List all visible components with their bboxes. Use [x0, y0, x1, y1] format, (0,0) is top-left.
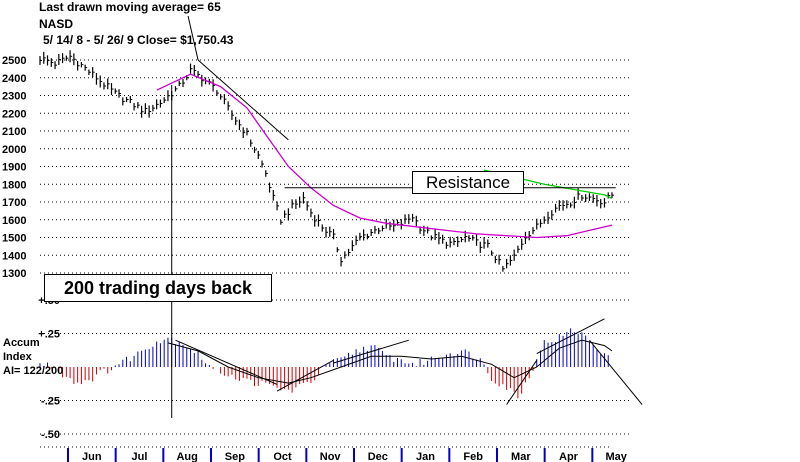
month-label-mar: Mar: [511, 451, 531, 462]
chart-lines: [156, 15, 643, 418]
accum-moving-average: [167, 339, 613, 384]
price-tick-2400: 2400: [2, 73, 26, 85]
trading-days-label: 200 trading days back: [44, 274, 272, 302]
month-label-dec: Dec: [368, 451, 388, 462]
price-tick-1900: 1900: [2, 162, 26, 174]
price-tick-1400: 1400: [2, 250, 26, 262]
price-tick-1500: 1500: [2, 233, 26, 245]
accum-trendline-5: [589, 339, 643, 405]
accum-tick-1: +.25: [38, 329, 60, 341]
y-tick-labels: 2500 2400 2300 2200 2100 2000 1900 1800 1700 1600…: [2, 55, 60, 441]
accum-trendline-3: [506, 360, 538, 405]
chart-header-ticker: NASD: [39, 17, 74, 31]
month-label-sep: Sep: [225, 451, 245, 462]
price-tick-2200: 2200: [2, 108, 26, 120]
moving-average-65: [156, 73, 613, 239]
x-axis: Jun Jul Aug Sep Oct Nov Dec Jan Feb Mar Apr May: [40, 446, 628, 462]
price-tick-1300: 1300: [2, 268, 26, 280]
price-gridlines: [40, 59, 630, 274]
accum-trendline-4: [536, 318, 605, 355]
price-tick-1600: 1600: [2, 215, 26, 227]
accum-tick-2: -.25: [41, 396, 60, 408]
price-tick-1700: 1700: [2, 197, 26, 209]
price-tick-2300: 2300: [2, 91, 26, 103]
accum-label: Accum: [3, 337, 40, 349]
month-label-feb: Feb: [463, 451, 483, 462]
price-bars: [39, 50, 614, 272]
price-tick-2000: 2000: [2, 144, 26, 156]
price-tick-2500: 2500: [2, 55, 26, 67]
accum-trendline-1: [276, 359, 334, 392]
accum-trendline-0: [175, 339, 278, 385]
month-label-nov: Nov: [320, 451, 342, 462]
downtrend-line: [197, 59, 289, 141]
month-label-aug: Aug: [176, 451, 197, 462]
month-label-apr: Apr: [559, 451, 579, 462]
accum-tick-3: -.50: [41, 429, 60, 441]
ai-label: AI= 122/200: [3, 365, 64, 377]
chart-header-ma: Last drawn moving average= 65: [39, 0, 221, 14]
month-label-jun: Jun: [82, 451, 102, 462]
month-label-may: May: [605, 451, 627, 462]
accum-trendline-2: [333, 339, 409, 364]
accum-bars: [39, 328, 613, 399]
downtrend-line-top: [187, 15, 199, 61]
month-label-jul: Jul: [132, 451, 148, 462]
chart-header-range: 5/ 14/ 8 - 5/ 26/ 9 Close= $1,750.43: [43, 33, 234, 47]
price-tick-1800: 1800: [2, 179, 26, 191]
index-label: Index: [3, 351, 32, 363]
month-label-oct: Oct: [273, 451, 292, 462]
resistance-label: Resistance: [412, 171, 524, 194]
accum-gridlines: [40, 299, 630, 435]
month-label-jan: Jan: [416, 451, 435, 462]
price-tick-2100: 2100: [2, 126, 26, 138]
